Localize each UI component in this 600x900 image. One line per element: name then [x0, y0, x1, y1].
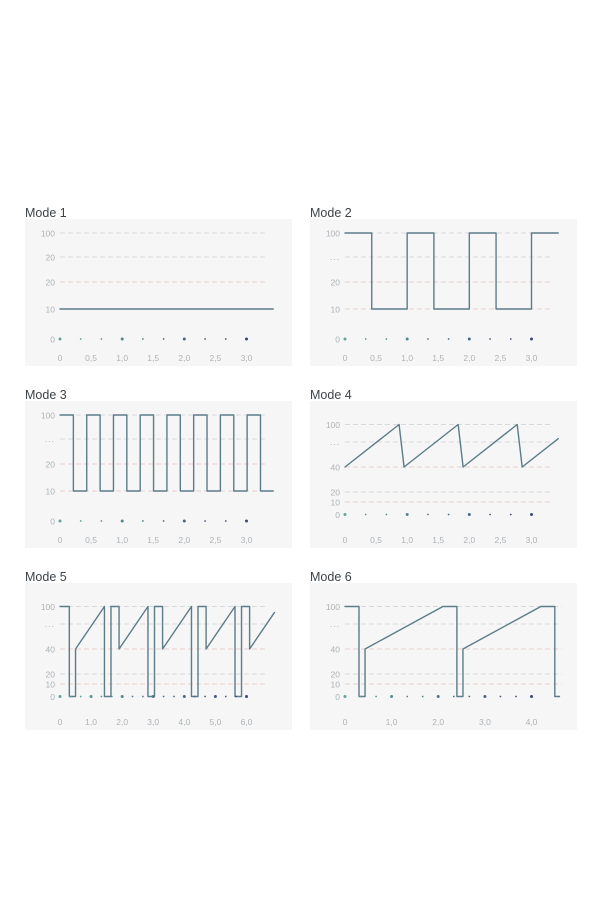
svg-text:20: 20	[46, 278, 56, 288]
svg-text:1,0: 1,0	[386, 717, 398, 727]
svg-text:0: 0	[50, 335, 55, 345]
svg-text:2,5: 2,5	[494, 535, 506, 545]
svg-text:100: 100	[41, 229, 55, 239]
svg-text:10: 10	[331, 305, 341, 315]
svg-text:2,5: 2,5	[209, 353, 221, 363]
svg-text:1,0: 1,0	[85, 717, 97, 727]
svg-text:10: 10	[331, 680, 341, 690]
svg-text:20: 20	[46, 460, 56, 470]
svg-text:1,0: 1,0	[116, 535, 128, 545]
svg-text:10: 10	[46, 680, 56, 690]
svg-text:0: 0	[343, 353, 348, 363]
svg-text:20: 20	[46, 670, 56, 680]
svg-text:0: 0	[335, 692, 340, 702]
svg-text:5,0: 5,0	[209, 717, 221, 727]
svg-text:100: 100	[326, 229, 340, 239]
svg-text:100: 100	[41, 411, 55, 421]
svg-text:10: 10	[46, 305, 56, 315]
svg-text:0: 0	[50, 692, 55, 702]
svg-text:...: ...	[330, 252, 340, 262]
svg-text:0: 0	[50, 517, 55, 527]
svg-text:0,5: 0,5	[85, 353, 97, 363]
svg-text:3,0: 3,0	[241, 535, 253, 545]
svg-text:1,5: 1,5	[147, 535, 159, 545]
svg-text:3,0: 3,0	[526, 353, 538, 363]
svg-text:2,0: 2,0	[178, 535, 190, 545]
svg-text:2,0: 2,0	[116, 717, 128, 727]
svg-text:3,0: 3,0	[479, 717, 491, 727]
svg-text:0: 0	[58, 353, 63, 363]
svg-text:100: 100	[41, 602, 55, 612]
svg-text:4,0: 4,0	[178, 717, 190, 727]
svg-text:...: ...	[330, 437, 340, 447]
svg-text:40: 40	[331, 645, 341, 655]
svg-text:100: 100	[326, 420, 340, 430]
svg-text:1,5: 1,5	[147, 353, 159, 363]
svg-text:...: ...	[330, 619, 340, 629]
svg-text:40: 40	[46, 645, 56, 655]
svg-text:0,5: 0,5	[370, 353, 382, 363]
svg-text:1,0: 1,0	[116, 353, 128, 363]
svg-text:10: 10	[46, 487, 56, 497]
svg-text:...: ...	[45, 619, 55, 629]
svg-text:0: 0	[335, 335, 340, 345]
svg-text:4,0: 4,0	[526, 717, 538, 727]
svg-text:2,0: 2,0	[463, 535, 475, 545]
svg-text:40: 40	[331, 463, 341, 473]
svg-text:0,5: 0,5	[85, 535, 97, 545]
svg-text:0: 0	[343, 717, 348, 727]
svg-text:2,0: 2,0	[178, 353, 190, 363]
svg-text:10: 10	[331, 498, 341, 508]
svg-text:2,0: 2,0	[432, 717, 444, 727]
svg-text:1,0: 1,0	[401, 535, 413, 545]
svg-text:3,0: 3,0	[241, 353, 253, 363]
svg-text:1,5: 1,5	[432, 353, 444, 363]
svg-text:2,0: 2,0	[463, 353, 475, 363]
svg-text:0: 0	[335, 510, 340, 520]
svg-text:0: 0	[343, 535, 348, 545]
svg-text:0,5: 0,5	[370, 535, 382, 545]
svg-text:1,5: 1,5	[432, 535, 444, 545]
svg-text:0: 0	[58, 717, 63, 727]
svg-text:2,5: 2,5	[494, 353, 506, 363]
svg-text:6,0: 6,0	[241, 717, 253, 727]
svg-text:3,0: 3,0	[147, 717, 159, 727]
svg-text:1,0: 1,0	[401, 353, 413, 363]
svg-text:...: ...	[45, 434, 55, 444]
svg-text:0: 0	[58, 535, 63, 545]
svg-text:20: 20	[331, 670, 341, 680]
svg-text:100: 100	[326, 602, 340, 612]
svg-text:20: 20	[331, 488, 341, 498]
svg-text:20: 20	[46, 253, 56, 263]
svg-text:3,0: 3,0	[526, 535, 538, 545]
svg-text:2,5: 2,5	[209, 535, 221, 545]
svg-text:20: 20	[331, 278, 341, 288]
